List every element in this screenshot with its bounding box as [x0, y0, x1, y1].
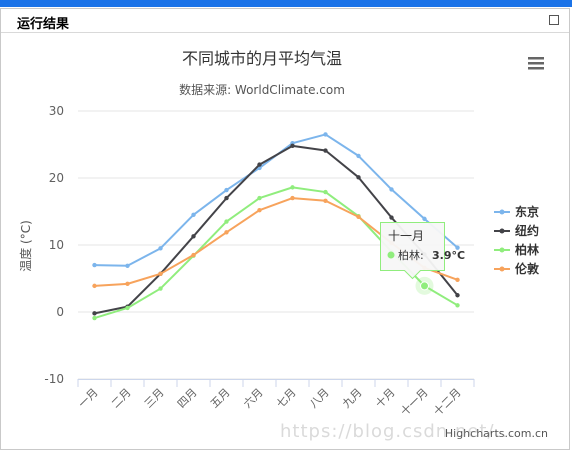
data-point[interactable]	[224, 219, 229, 224]
data-point[interactable]	[92, 315, 97, 321]
data-point[interactable]	[323, 198, 328, 203]
y-tick-label: -10	[44, 372, 64, 386]
data-point[interactable]	[323, 189, 328, 195]
legend-marker	[499, 209, 505, 215]
tooltip-box	[380, 222, 445, 280]
panel-header: 运行结果	[1, 9, 569, 33]
legend-marker	[499, 228, 505, 234]
data-point[interactable]	[290, 185, 295, 190]
data-point[interactable]	[92, 262, 97, 268]
tooltip-series: 柏林:	[398, 248, 424, 262]
data-point[interactable]	[224, 195, 229, 201]
data-point[interactable]	[323, 132, 328, 137]
data-point[interactable]	[323, 148, 328, 153]
data-point[interactable]	[92, 283, 97, 289]
x-tick-label: 九月	[340, 386, 365, 411]
y-tick-label: 10	[49, 238, 64, 252]
data-point[interactable]	[455, 245, 460, 250]
data-point[interactable]	[92, 311, 97, 316]
data-point[interactable]	[125, 263, 130, 268]
tooltip-category: 十一月	[388, 229, 424, 243]
data-point[interactable]	[158, 271, 163, 277]
data-point[interactable]	[455, 277, 460, 283]
data-point[interactable]	[455, 293, 460, 298]
chart-title: 不同城市的月平均气温	[182, 49, 342, 68]
y-axis-label: 温度 (°C)	[18, 220, 33, 272]
data-point[interactable]	[455, 303, 460, 308]
data-point[interactable]	[158, 286, 163, 291]
legend-marker	[499, 266, 505, 272]
legend-item[interactable]: 东京	[515, 204, 539, 219]
data-point[interactable]	[257, 207, 262, 213]
y-tick-label: 20	[49, 171, 64, 185]
data-point[interactable]	[257, 162, 262, 167]
data-point[interactable]	[257, 195, 262, 201]
chart-subtitle: 数据来源: WorldClimate.com	[179, 82, 345, 97]
x-axis: 一月 二月 三月 四月 五月 六月 七月 八月 九月 十月 十一月 十二月	[76, 379, 475, 418]
data-point[interactable]	[290, 195, 295, 201]
data-point[interactable]	[224, 187, 229, 193]
data-point[interactable]	[356, 175, 361, 180]
data-point[interactable]	[356, 214, 361, 220]
legend-marker	[499, 247, 505, 253]
data-point[interactable]	[224, 230, 229, 235]
tooltip-value: 3.9°C	[432, 249, 465, 262]
x-tick-label: 四月	[175, 386, 200, 411]
x-tick-label: 六月	[241, 386, 266, 411]
x-tick-label: 二月	[109, 386, 134, 411]
x-tick-label: 七月	[274, 386, 299, 411]
data-point[interactable]	[191, 212, 196, 218]
x-tick-label: 八月	[307, 386, 332, 411]
top-accent-bar	[0, 0, 572, 7]
panel-title: 运行结果	[17, 17, 70, 32]
legend-item[interactable]: 伦敦	[515, 261, 540, 276]
x-tick-label: 十一月	[397, 385, 430, 418]
data-point[interactable]	[191, 234, 196, 239]
credits-link[interactable]: Highcharts.com.cn	[445, 427, 548, 440]
hover-point	[420, 281, 429, 291]
maximize-icon[interactable]	[549, 15, 559, 25]
watermark: https://blog.csdn.net/...	[280, 421, 515, 442]
legend-item[interactable]: 纽约	[515, 223, 539, 238]
data-point[interactable]	[389, 215, 394, 220]
data-point[interactable]	[356, 153, 361, 159]
data-point[interactable]	[290, 143, 295, 149]
x-tick-label: 十二月	[430, 385, 463, 418]
tooltip-marker	[387, 251, 395, 259]
context-menu-icon[interactable]	[526, 54, 546, 74]
y-tick-label: 30	[49, 104, 64, 118]
x-tick-label: 五月	[208, 386, 233, 411]
x-tick-label: 十月	[372, 385, 397, 410]
data-point[interactable]	[125, 281, 130, 287]
legend-item[interactable]: 柏林	[515, 242, 539, 257]
data-point[interactable]	[422, 216, 427, 222]
y-axis-ticks: 30 20 10 0 -10	[44, 104, 64, 386]
data-point[interactable]	[125, 305, 130, 311]
data-point[interactable]	[389, 187, 394, 192]
data-point[interactable]	[158, 246, 163, 251]
data-point[interactable]	[191, 252, 196, 258]
x-tick-label: 一月	[76, 386, 101, 411]
y-tick-label: 0	[56, 305, 64, 319]
result-panel: 运行结果	[0, 8, 570, 450]
x-tick-label: 三月	[142, 386, 167, 411]
